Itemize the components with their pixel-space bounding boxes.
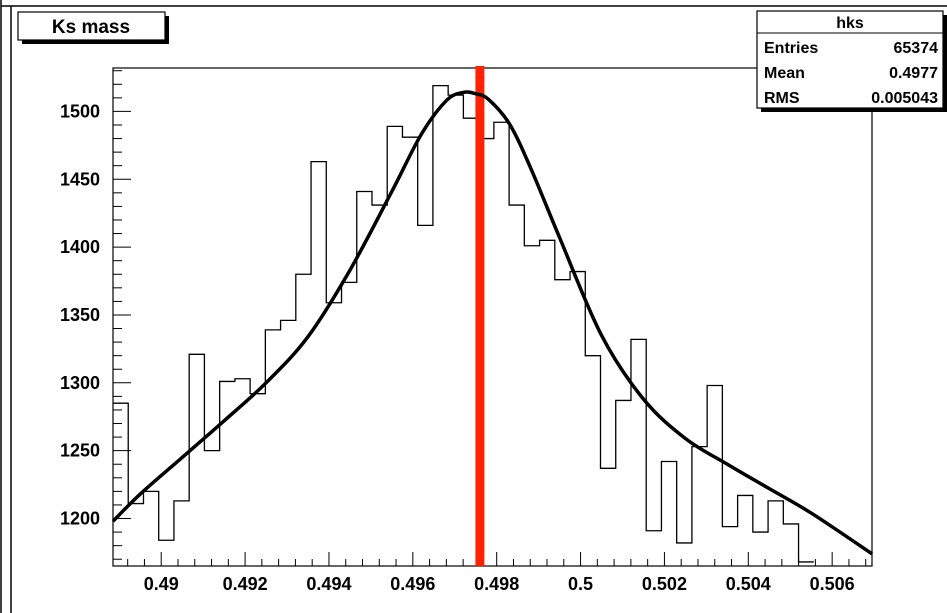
x-tick-label: 0.494	[306, 574, 351, 594]
y-tick-label: 1400	[60, 237, 100, 257]
stats-rms-value: 0.005043	[871, 90, 938, 107]
y-tick-label: 1250	[60, 441, 100, 461]
x-tick-label: 0.49	[144, 574, 179, 594]
stats-box: hks Entries 65374 Mean 0.4977 RMS 0.0050…	[756, 10, 947, 112]
stats-entries-label: Entries	[764, 40, 818, 57]
y-tick-label: 1350	[60, 305, 100, 325]
y-tick-label: 1300	[60, 373, 100, 393]
fit-layer	[111, 90, 873, 556]
title-box-frame	[17, 11, 166, 41]
chart-title: Ks mass	[52, 17, 130, 38]
axes: 0.49 0.492 0.494 0.496 0.498 0.5 0.502 0.504 0.5…	[60, 70, 867, 594]
x-tick-label: 0.504	[726, 574, 771, 594]
x-tick-label: 0.498	[474, 574, 519, 594]
y-tick-label: 1200	[60, 509, 100, 529]
x-tick-label: 0.502	[642, 574, 687, 594]
y-tick-label: 1450	[60, 169, 100, 189]
x-tick-label: 0.492	[223, 574, 268, 594]
y-tick-label: 1500	[60, 101, 100, 121]
histogram-outline	[113, 84, 814, 563]
stats-entries-value: 65374	[894, 40, 939, 57]
x-tick-label: 0.5	[568, 574, 593, 594]
stats-box-frame	[756, 10, 944, 109]
histogram	[113, 84, 814, 563]
title-box: Ks mass	[17, 11, 169, 44]
stats-title: hks	[836, 15, 864, 32]
x-tick-label: 0.506	[810, 574, 855, 594]
stats-rms-label: RMS	[764, 90, 800, 107]
stats-mean-value: 0.4977	[889, 65, 938, 82]
stats-mean-label: Mean	[764, 65, 805, 82]
x-tick-label: 0.496	[390, 574, 435, 594]
fit-curve	[111, 90, 873, 556]
plot-frame	[112, 67, 873, 567]
